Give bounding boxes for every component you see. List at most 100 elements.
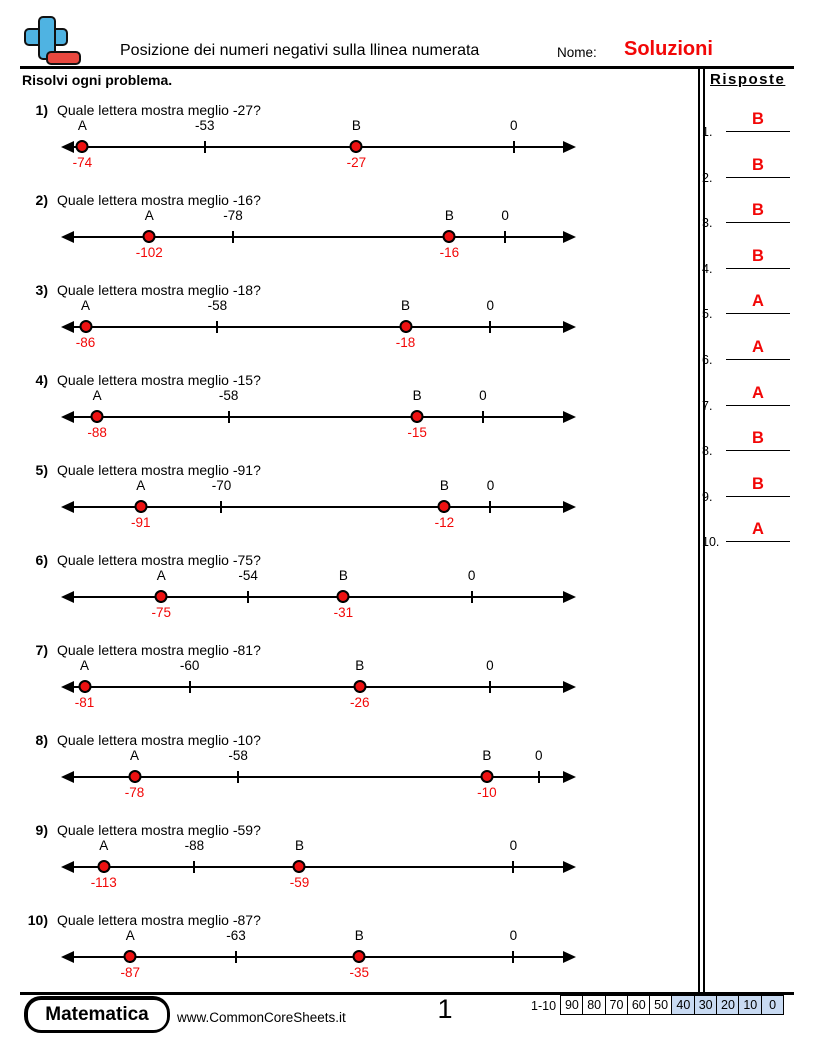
number-line-axis — [70, 595, 567, 598]
point-label: 0 — [501, 208, 509, 223]
problem-question: Quale lettera mostra meglio -87? — [57, 912, 261, 928]
problem-question-line: 7) Quale lettera mostra meglio -81? — [20, 640, 680, 658]
problem-number: 3) — [35, 282, 48, 298]
answer-blank-line — [726, 313, 790, 315]
point-value: -102 — [135, 245, 163, 260]
answer-number: 1. — [702, 125, 713, 139]
answer-row: 8. B — [702, 429, 794, 459]
point-dot — [353, 679, 367, 693]
point-label: -53 — [195, 118, 215, 133]
answer-value: B — [752, 429, 764, 448]
worksheet-title: Posizione dei numeri negativi sulla llin… — [120, 42, 480, 59]
point-value: -12 — [434, 515, 455, 530]
point-label: 0 — [509, 928, 518, 943]
axis-tick — [247, 591, 250, 603]
point-label: -88 — [184, 838, 205, 853]
problem-question-line: 10) Quale lettera mostra meglio -87? — [20, 910, 680, 928]
point-label: 0 — [509, 838, 518, 853]
minus-icon — [46, 51, 81, 65]
answer-number: 8. — [702, 444, 713, 459]
point-label: B — [439, 478, 449, 493]
point-label: B — [412, 388, 422, 403]
right-arrow-icon — [563, 950, 576, 963]
point-value: -91 — [131, 515, 151, 530]
point-label: A — [92, 388, 102, 403]
problem-question: Quale lettera mostra meglio -81? — [57, 642, 261, 658]
answer-value: B — [752, 474, 764, 493]
answer-number: 10. — [702, 535, 720, 550]
point-label: A — [130, 748, 140, 763]
problem-question: Quale lettera mostra meglio -10? — [57, 732, 261, 748]
point-dot — [442, 229, 456, 243]
axis-tick — [537, 771, 540, 783]
number-line: A -102 -78 B -16 0 — [61, 208, 576, 262]
problem-number: 5) — [35, 462, 48, 478]
point-dot — [399, 319, 413, 333]
website-link: www.CommonCoreSheets.it — [177, 1010, 346, 1025]
point-label: B — [294, 838, 304, 853]
point-label: -60 — [179, 658, 200, 673]
answer-number: 9. — [702, 489, 713, 504]
problem-question: Quale lettera mostra meglio -59? — [57, 822, 261, 838]
problem-row: 2) Quale lettera mostra meglio -16? A -10… — [20, 190, 680, 280]
axis-tick — [193, 861, 196, 873]
problem-question-line: 6) Quale lettera mostra meglio -75? — [20, 550, 680, 568]
number-line-axis — [70, 955, 567, 958]
problem-question: Quale lettera mostra meglio -91? — [57, 462, 261, 478]
answer-number: 6. — [702, 353, 713, 367]
name-value-solutions: Soluzioni — [624, 38, 713, 60]
point-dot — [336, 589, 350, 603]
left-arrow-icon — [61, 590, 74, 603]
point-label: 0 — [510, 118, 518, 133]
point-label: 0 — [486, 478, 495, 493]
point-label: B — [351, 118, 361, 133]
answer-number: 3. — [702, 216, 713, 231]
point-dot — [410, 409, 424, 423]
axis-tick — [220, 501, 223, 513]
score-cell: 60 — [626, 995, 651, 1015]
point-dot — [292, 859, 306, 873]
answer-value: B — [752, 201, 764, 220]
point-label: A — [99, 838, 109, 853]
number-line: A -86 -58 B -18 0 — [61, 298, 576, 352]
left-arrow-icon — [61, 680, 74, 693]
point-label: -58 — [218, 388, 239, 403]
number-line-axis — [70, 865, 567, 868]
score-cell: 0 — [760, 995, 785, 1015]
axis-tick — [489, 501, 492, 513]
point-dot — [75, 139, 89, 153]
score-cell: 80 — [582, 995, 607, 1015]
problem-question: Quale lettera mostra meglio -27? — [57, 102, 261, 118]
number-line-axis — [70, 415, 567, 418]
problem-number: 7) — [35, 642, 48, 658]
left-arrow-icon — [61, 770, 74, 783]
score-cell: 20 — [716, 995, 740, 1015]
point-label: -78 — [223, 208, 243, 223]
point-label: B — [401, 298, 411, 313]
problem-question: Quale lettera mostra meglio -18? — [57, 282, 261, 298]
problem-question-line: 8) Quale lettera mostra meglio -10? — [20, 730, 680, 748]
point-label: B — [338, 568, 348, 583]
problem-number: 10) — [27, 912, 48, 928]
point-label: 0 — [467, 568, 476, 583]
point-value: -10 — [477, 785, 497, 800]
left-arrow-icon — [61, 410, 74, 423]
score-cell: 50 — [649, 995, 673, 1015]
point-label: A — [156, 568, 166, 583]
score-cell: 90 — [560, 995, 584, 1015]
sidebar-divider-line — [698, 66, 705, 994]
right-arrow-icon — [563, 500, 576, 513]
score-cell: 40 — [671, 995, 696, 1015]
axis-tick — [188, 681, 191, 693]
answer-blank-line — [726, 131, 790, 132]
answer-number: 7. — [702, 398, 713, 413]
score-table: 90 80 70 60 50 40 30 20 10 0 — [560, 995, 785, 1015]
point-label: -58 — [228, 748, 248, 763]
problem-row: 5) Quale lettera mostra meglio -91? A -91… — [20, 460, 680, 550]
problem-question: Quale lettera mostra meglio -16? — [57, 192, 261, 208]
problem-row: 9) Quale lettera mostra meglio -59? A -11… — [20, 820, 680, 910]
answer-blank-line — [726, 176, 790, 178]
axis-tick — [512, 861, 515, 873]
score-cell: 10 — [738, 995, 763, 1015]
right-arrow-icon — [563, 680, 576, 693]
